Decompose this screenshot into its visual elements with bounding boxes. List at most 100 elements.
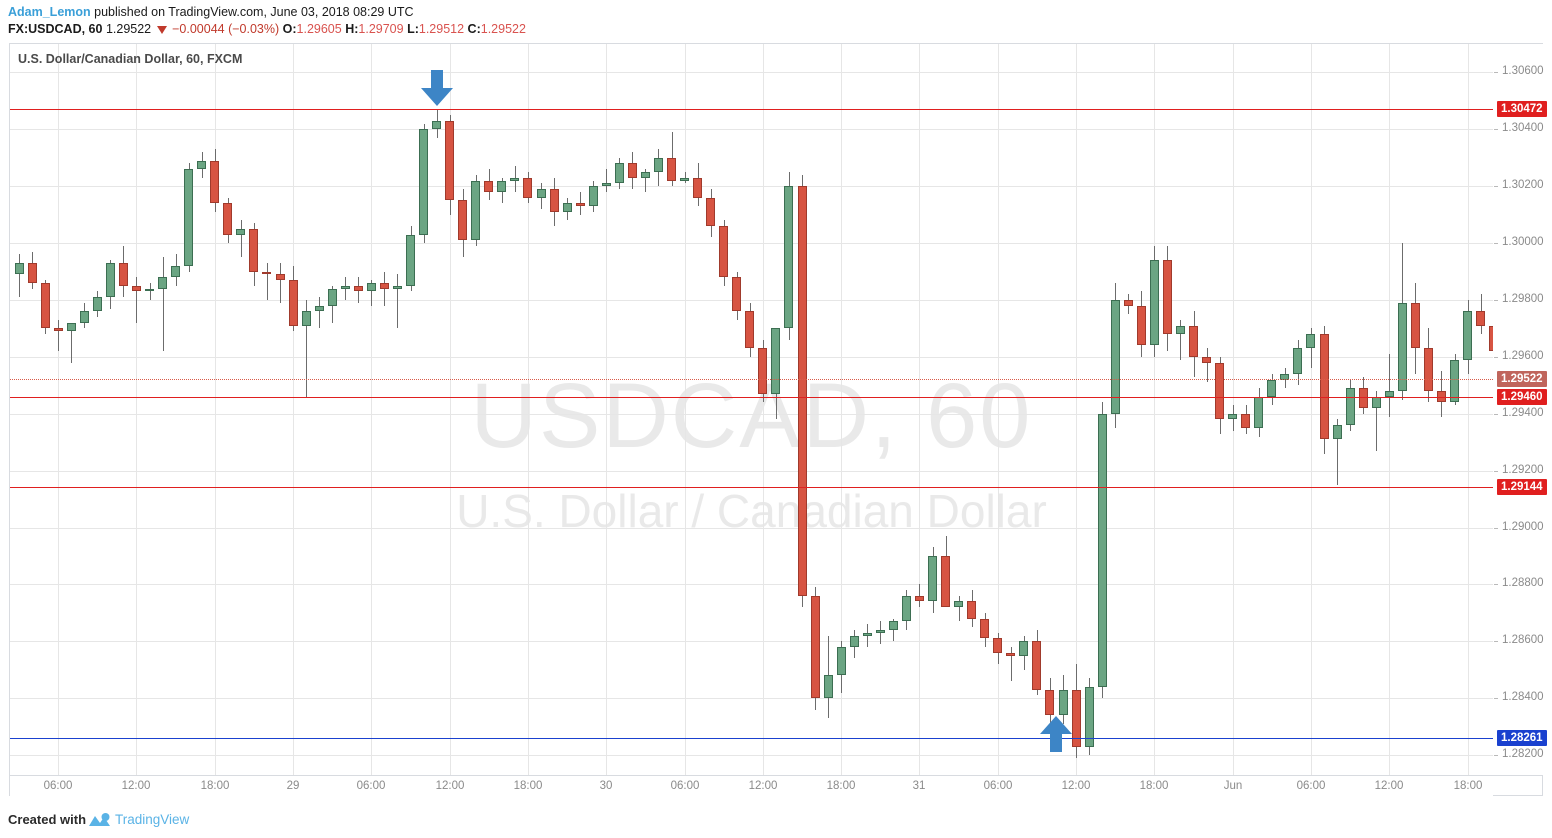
price-line-resistance-upper[interactable] bbox=[10, 109, 1493, 110]
time-tick-label: 12:00 bbox=[748, 780, 778, 792]
candle-wick bbox=[606, 169, 607, 192]
triangle-down-icon bbox=[156, 26, 167, 34]
candle-wick bbox=[776, 385, 777, 420]
candle-bullish bbox=[1085, 686, 1094, 747]
time-axis[interactable]: 06:00 12:00 18:00 29 06:00 12:00 18:00 30 06:00 1… bbox=[10, 776, 1493, 798]
candle-bullish bbox=[1267, 379, 1276, 397]
chart-header: Adam_Lemon published on TradingView.com,… bbox=[0, 0, 1552, 40]
candle-wick bbox=[280, 263, 281, 303]
grid-line-vertical bbox=[606, 44, 607, 775]
candle-bearish bbox=[1359, 388, 1368, 409]
candle-bullish bbox=[1150, 260, 1159, 346]
price-tick-label: 1.28600 bbox=[1502, 634, 1544, 646]
candle-wick bbox=[946, 536, 947, 568]
candle-bearish bbox=[289, 280, 298, 326]
candle-wick bbox=[959, 595, 960, 622]
candle-wick bbox=[163, 257, 164, 352]
price-tick-label: 1.30000 bbox=[1502, 236, 1544, 248]
candle-wick bbox=[1011, 647, 1012, 682]
close-label: C: bbox=[467, 22, 481, 36]
price-tick bbox=[1494, 414, 1498, 415]
time-tick-label: 18:00 bbox=[513, 780, 543, 792]
candle-wick bbox=[1207, 348, 1208, 383]
candle-bullish bbox=[510, 177, 519, 181]
price-tick bbox=[1494, 584, 1498, 585]
grid-line-vertical bbox=[763, 44, 764, 775]
candle-bearish bbox=[1424, 348, 1433, 391]
candle-bearish bbox=[1476, 311, 1485, 326]
grid-line-horizontal bbox=[10, 186, 1493, 187]
candle-bullish bbox=[602, 183, 611, 187]
grid-line-vertical bbox=[685, 44, 686, 775]
price-badge-last-price[interactable]: 1.29522 bbox=[1497, 371, 1547, 387]
price-line-resistance-mid[interactable] bbox=[10, 397, 1493, 398]
candle-bearish bbox=[28, 263, 37, 283]
candle-bearish bbox=[1437, 391, 1446, 403]
price-tick-label: 1.29600 bbox=[1502, 350, 1544, 362]
arrow-up-marker[interactable] bbox=[1034, 712, 1078, 761]
candle-bullish bbox=[1463, 311, 1472, 360]
tradingview-logo-icon bbox=[88, 812, 112, 834]
candle-wick bbox=[893, 618, 894, 642]
price-tick bbox=[1494, 471, 1498, 472]
chart-frame bbox=[9, 43, 1543, 796]
candle-bearish bbox=[276, 274, 285, 281]
candle-bullish bbox=[497, 180, 506, 192]
candle-wick bbox=[1180, 319, 1181, 360]
chart-plot-area[interactable]: USDCAD, 60 U.S. Dollar / Canadian Dollar bbox=[10, 44, 1493, 775]
candle-wick bbox=[319, 297, 320, 329]
candle-bullish bbox=[393, 285, 402, 289]
price-line-last-price[interactable] bbox=[10, 379, 1493, 380]
candle-bullish bbox=[1176, 325, 1185, 335]
candle-bullish bbox=[328, 288, 337, 306]
candle-bullish bbox=[1398, 302, 1407, 391]
candle-bullish bbox=[1306, 334, 1315, 349]
grid-line-horizontal bbox=[10, 641, 1493, 642]
price-badge-resistance-mid[interactable]: 1.29460 bbox=[1497, 389, 1547, 405]
candle-bearish bbox=[1045, 689, 1054, 716]
price-tick bbox=[1494, 528, 1498, 529]
grid-line-horizontal bbox=[10, 243, 1493, 244]
symbol-label[interactable]: FX:USDCAD, 60 bbox=[8, 22, 103, 36]
candle-bearish bbox=[719, 226, 728, 278]
candle-bearish bbox=[1215, 362, 1224, 420]
time-tick-label: 06:00 bbox=[983, 780, 1013, 792]
arrow-down-marker[interactable] bbox=[415, 66, 459, 115]
candle-bullish bbox=[654, 157, 663, 172]
price-line-support[interactable] bbox=[10, 738, 1493, 739]
candle-bullish bbox=[145, 288, 154, 292]
price-axis[interactable]: 1.30600 1.30400 1.30200 1.30000 1.29800 1.296… bbox=[1494, 44, 1552, 775]
price-badge-resistance-lower[interactable]: 1.29144 bbox=[1497, 479, 1547, 495]
price-tick-label: 1.28800 bbox=[1502, 577, 1544, 589]
candle-wick bbox=[136, 277, 137, 323]
time-tick-label: 12:00 bbox=[121, 780, 151, 792]
high-value: 1.29709 bbox=[358, 22, 404, 36]
candle-wick bbox=[1337, 419, 1338, 485]
price-badge-support[interactable]: 1.28261 bbox=[1497, 730, 1547, 746]
grid-line-horizontal bbox=[10, 300, 1493, 301]
candle-bearish bbox=[745, 311, 754, 349]
tradingview-brand-label[interactable]: TradingView bbox=[115, 812, 190, 827]
grid-line-horizontal bbox=[10, 528, 1493, 529]
author-name[interactable]: Adam_Lemon bbox=[8, 5, 91, 19]
grid-line-vertical bbox=[1076, 44, 1077, 775]
candle-wick bbox=[241, 220, 242, 258]
candle-bearish bbox=[132, 285, 141, 292]
grid-line-horizontal bbox=[10, 129, 1493, 130]
time-tick-label: 12:00 bbox=[435, 780, 465, 792]
candle-bullish bbox=[680, 177, 689, 181]
candle-wick bbox=[384, 271, 385, 306]
candle-bullish bbox=[67, 322, 76, 332]
grid-line-vertical bbox=[528, 44, 529, 775]
price-badge-resistance-upper[interactable]: 1.30472 bbox=[1497, 101, 1547, 117]
price-line-resistance-lower[interactable] bbox=[10, 487, 1493, 488]
open-label: O: bbox=[282, 22, 297, 36]
candle-wick bbox=[150, 282, 151, 300]
time-tick-label: 18:00 bbox=[1139, 780, 1169, 792]
grid-line-vertical bbox=[1311, 44, 1312, 775]
candle-bearish bbox=[628, 163, 637, 178]
candle-wick bbox=[58, 319, 59, 352]
close-value: 1.29522 bbox=[480, 22, 526, 36]
chart-legend-title: U.S. Dollar/Canadian Dollar, 60, FXCM bbox=[18, 52, 243, 66]
candle-bearish bbox=[576, 203, 585, 207]
